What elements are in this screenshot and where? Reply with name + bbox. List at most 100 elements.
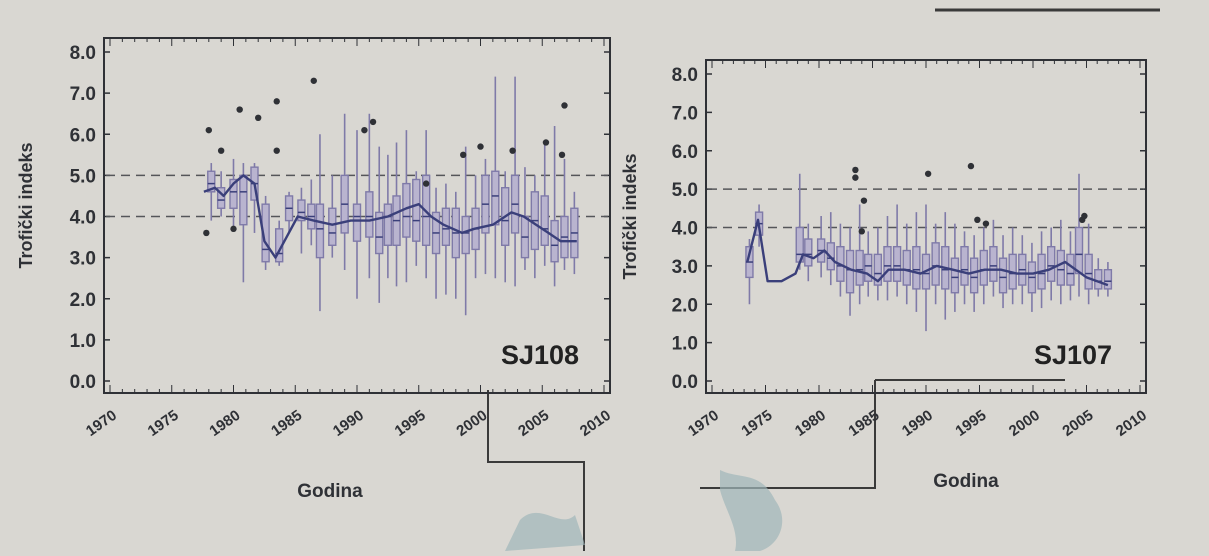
x-tick-label: 2005 xyxy=(515,407,552,440)
box-body xyxy=(960,245,969,286)
box-body xyxy=(412,178,421,242)
box-body xyxy=(892,245,902,282)
y-tick-label: 1.0 xyxy=(70,331,96,352)
box-body xyxy=(297,199,306,222)
box-body xyxy=(845,249,855,294)
box-body xyxy=(550,219,559,263)
x-tick-label: 1985 xyxy=(268,407,305,440)
box-body xyxy=(216,187,226,209)
box-body xyxy=(352,203,362,242)
outlier-point xyxy=(273,98,280,105)
x-tick-label: 2010 xyxy=(577,407,614,440)
x-tick-label: 1970 xyxy=(83,407,120,440)
box-body xyxy=(998,257,1008,294)
box-body xyxy=(1103,269,1113,290)
outlier-point xyxy=(205,126,212,134)
y-axis-label: Trofički indeks xyxy=(16,142,36,268)
box-body xyxy=(1056,249,1066,286)
box-body xyxy=(931,242,940,286)
box-body xyxy=(239,174,248,226)
box-body xyxy=(328,207,337,246)
box-body xyxy=(375,211,384,255)
box-body xyxy=(902,249,911,286)
outlier-point xyxy=(361,126,368,134)
box-body xyxy=(864,253,873,282)
box-body xyxy=(540,195,549,246)
outlier-point xyxy=(477,143,484,150)
chart-sj107: 0.0 1.0 2.0 3.0 4.0 5.0 6.0 7.0 8.0 1970 1975 1980 1… xyxy=(620,59,1150,492)
box-body xyxy=(229,178,238,209)
y-tick-label: 6.0 xyxy=(70,125,96,146)
box-body xyxy=(365,191,374,238)
y-tick-label: 3.0 xyxy=(672,257,698,278)
outlier-point xyxy=(967,162,975,170)
outlier-point xyxy=(236,106,243,113)
x-tick-label: 1980 xyxy=(206,407,243,440)
x-tick-label: 1990 xyxy=(899,407,936,440)
outlier-point xyxy=(924,170,932,177)
y-tick-label: 5.0 xyxy=(70,166,96,187)
map-fragment-left xyxy=(505,512,585,551)
box-body xyxy=(315,203,325,259)
box-body xyxy=(1066,253,1075,286)
trend-line xyxy=(203,174,577,259)
trend-line xyxy=(746,218,1109,287)
station-label: SJ107 xyxy=(1034,340,1112,370)
x-axis-label: Godina xyxy=(297,481,363,502)
map-inset-frame-left xyxy=(487,390,585,551)
y-tick-label: 0.0 xyxy=(672,372,698,393)
box-body xyxy=(491,170,500,226)
outlier-point xyxy=(852,166,859,174)
outlier-point xyxy=(217,147,225,154)
outlier-point xyxy=(273,147,280,154)
y-tick-label: 8.0 xyxy=(672,65,698,86)
x-tick-label: 1990 xyxy=(330,407,367,440)
y-tick-label: 5.0 xyxy=(672,180,698,201)
x-tick-label: 1975 xyxy=(145,407,182,440)
outlier-point xyxy=(509,147,516,154)
x-tick-label: 1995 xyxy=(952,407,989,440)
outlier-point xyxy=(860,197,868,204)
y-tick-label: 4.0 xyxy=(70,208,96,229)
y-tick-label: 1.0 xyxy=(672,334,698,355)
x-tick-label: 1970 xyxy=(685,407,722,440)
box-body xyxy=(1074,226,1084,275)
outlier-point xyxy=(203,229,210,237)
y-tick-label: 3.0 xyxy=(70,249,96,270)
x-tick-label: 2000 xyxy=(453,407,490,440)
box-body xyxy=(1046,245,1056,282)
outlier-point xyxy=(1081,212,1088,220)
y-tick-label: 7.0 xyxy=(70,84,96,105)
chart-sj108: 0.0 1.0 2.0 3.0 4.0 5.0 6.0 7.0 8.0 1970 1975 1980 1… xyxy=(16,37,614,502)
box-body xyxy=(804,238,813,267)
outlier-point xyxy=(852,174,859,181)
y-tick-label: 2.0 xyxy=(70,290,96,311)
box-body xyxy=(883,245,892,282)
x-tick-label: 1980 xyxy=(792,407,829,440)
y-tick-label: 0.0 xyxy=(70,372,96,393)
box-body xyxy=(1094,269,1103,290)
outlier-point xyxy=(422,180,430,187)
y-tick-label: 7.0 xyxy=(672,103,698,124)
box-body xyxy=(950,257,960,294)
outlier-point xyxy=(858,228,865,235)
outlier-point xyxy=(460,151,467,159)
outlier-point xyxy=(310,77,317,84)
y-tick-label: 6.0 xyxy=(672,142,698,163)
x-axis-label: Godina xyxy=(933,471,999,492)
box-body xyxy=(1084,253,1093,290)
outlier-point xyxy=(230,225,237,233)
map-fragment-right xyxy=(720,470,783,551)
y-tick-label: 8.0 xyxy=(70,43,96,64)
x-tick-label: 2010 xyxy=(1113,407,1150,440)
box-body xyxy=(383,203,393,246)
box-body xyxy=(989,245,998,282)
outlier-point xyxy=(558,151,566,159)
box-body xyxy=(855,249,864,286)
x-tick-label: 1975 xyxy=(738,407,775,440)
y-tick-label: 2.0 xyxy=(672,295,698,316)
box-body xyxy=(979,249,988,286)
outlier-point xyxy=(982,220,990,227)
